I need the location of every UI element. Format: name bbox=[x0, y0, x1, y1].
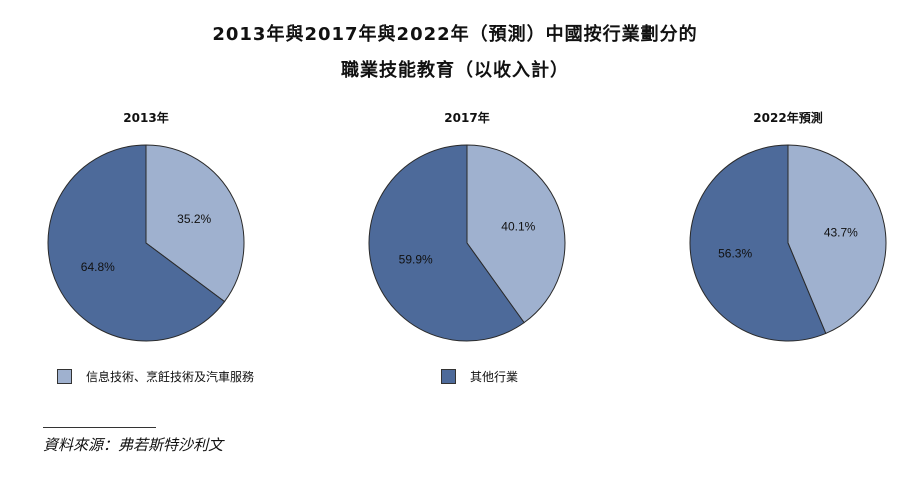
pie-2013-slice-it-cooking-auto bbox=[145, 144, 245, 303]
legend-swatch-light bbox=[57, 369, 72, 384]
pie-2022-slice-it-cooking-auto bbox=[787, 144, 887, 335]
legend-label: 其他行業 bbox=[470, 370, 519, 384]
pie-2022-label-other: 56.3% bbox=[718, 247, 752, 261]
pie-title-2017: 2017年 bbox=[444, 111, 490, 125]
legend-item-other-industries: 其他行業 bbox=[441, 368, 518, 385]
chart-title-line-2: 職業技能教育（以收入計） bbox=[341, 60, 569, 81]
pie-2022-slice-other bbox=[689, 144, 827, 342]
pie-2017-slice-other bbox=[368, 144, 525, 342]
pie-2017-label-other: 59.9% bbox=[399, 252, 433, 266]
source-note: 資料來源：弗若斯特沙利文 bbox=[43, 436, 224, 454]
pie-2013-label-other: 64.8% bbox=[81, 260, 115, 274]
pie-2022-label-it-cooking-auto: 43.7% bbox=[824, 225, 858, 239]
legend-item-it-cooking-auto: 信息技術、烹飪技術及汽車服務 bbox=[57, 368, 254, 385]
legend-swatch-dark bbox=[441, 369, 456, 384]
pie-2013-label-it-cooking-auto: 35.2% bbox=[177, 212, 211, 226]
pie-2017-label-it-cooking-auto: 40.1% bbox=[501, 220, 535, 234]
pie-title-2022: 2022年預測 bbox=[753, 111, 823, 125]
legend-label: 信息技術、烹飪技術及汽車服務 bbox=[86, 370, 255, 384]
chart-title-line-1: 2013年與2017年與2022年（預測）中國按行業劃分的 bbox=[212, 24, 698, 45]
pie-2013-slice-other bbox=[47, 144, 226, 342]
source-divider bbox=[43, 427, 156, 428]
pie-title-2013: 2013年 bbox=[123, 111, 169, 125]
pie-2017-slice-it-cooking-auto bbox=[466, 144, 566, 324]
